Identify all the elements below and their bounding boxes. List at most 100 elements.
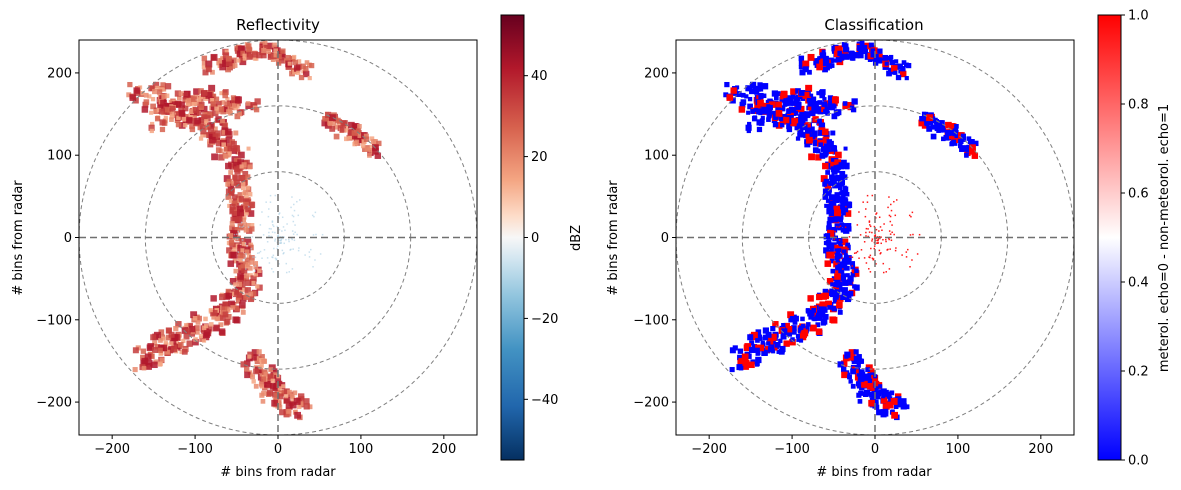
echo-cell <box>237 45 245 53</box>
clutter-cell <box>268 208 270 210</box>
clutter-cell <box>872 259 874 261</box>
clutter-cell <box>272 225 275 228</box>
clutter-cell <box>868 256 870 258</box>
echo-cell <box>247 210 255 217</box>
echo-cell <box>227 145 234 153</box>
clutter-cell <box>247 226 250 228</box>
echo-cell <box>194 325 200 331</box>
clutter-cell <box>294 224 296 226</box>
echo-cell <box>848 349 856 357</box>
echo-cell <box>248 201 256 209</box>
clutter-cell <box>877 238 879 240</box>
echo-cell <box>826 63 833 69</box>
echo-cell <box>285 402 293 410</box>
echo-cell <box>841 360 848 367</box>
echo-cell <box>779 114 786 120</box>
clutter-cell <box>878 216 881 219</box>
echo-cell <box>191 96 197 103</box>
clutter-cell <box>314 259 316 261</box>
echo-cell <box>954 136 962 144</box>
clutter-cell <box>909 234 912 236</box>
echo-cell <box>270 368 278 376</box>
echo-cell <box>822 97 827 102</box>
echo-cell <box>286 408 292 414</box>
echo-cell <box>812 108 818 114</box>
echo-cell <box>152 89 158 95</box>
echo-cell <box>772 121 779 128</box>
echo-cell <box>874 404 880 410</box>
echo-cell <box>164 83 172 90</box>
echo-cell <box>148 124 155 131</box>
echo-cell <box>855 381 861 387</box>
echo-cell <box>276 53 282 60</box>
clutter-cell <box>277 234 280 236</box>
echo-cell <box>340 120 347 127</box>
echo-cell <box>184 328 191 335</box>
reflectivity-x-axis-label: # bins from radar <box>220 465 336 480</box>
echo-cell <box>247 354 252 359</box>
clutter-cell <box>266 257 269 259</box>
echo-cell <box>331 121 337 126</box>
echo-cell <box>735 85 740 90</box>
echo-cell <box>766 337 774 345</box>
echo-cell <box>829 288 836 295</box>
echo-cell <box>778 348 785 355</box>
y-tick-label: 200 <box>47 66 72 81</box>
echo-cell <box>850 368 857 375</box>
echo-cell <box>260 52 267 59</box>
echo-cell <box>840 201 846 208</box>
echo-cell <box>821 306 827 312</box>
echo-cell <box>218 322 224 328</box>
echo-cell <box>147 94 152 99</box>
echo-cell <box>815 106 822 113</box>
echo-cell <box>300 63 306 70</box>
echo-cell <box>243 294 249 301</box>
clutter-cell <box>858 211 860 213</box>
y-tick-label: −100 <box>36 313 72 328</box>
echo-cell <box>221 142 226 147</box>
echo-cell <box>930 133 937 140</box>
clutter-cell <box>841 242 844 245</box>
echo-cell <box>971 152 979 159</box>
clutter-cell <box>893 233 895 236</box>
echo-cell <box>228 240 235 246</box>
echo-cell <box>807 98 813 103</box>
clutter-cell <box>867 235 869 238</box>
echo-cell <box>192 106 199 113</box>
echo-cell <box>808 309 815 317</box>
echo-cell <box>374 152 382 159</box>
echo-cell <box>215 316 221 322</box>
clutter-cell <box>281 216 284 219</box>
echo-cell <box>901 60 907 65</box>
echo-cell <box>210 103 218 111</box>
clutter-cell <box>256 252 259 254</box>
echo-cell <box>782 101 788 107</box>
echo-cell <box>321 119 329 127</box>
echo-cell <box>839 56 845 61</box>
x-tick-label: 0 <box>871 442 879 457</box>
echo-cell <box>876 409 883 416</box>
clutter-cell <box>268 227 271 230</box>
clutter-cell <box>278 212 281 214</box>
echo-cell <box>160 99 167 107</box>
clutter-cell <box>873 247 876 250</box>
echo-cell <box>150 334 157 341</box>
clutter-cell <box>314 211 317 214</box>
echo-cell <box>752 85 757 91</box>
echo-cell <box>840 190 846 196</box>
echo-cell <box>181 348 188 355</box>
echo-cell <box>227 183 235 191</box>
clutter-cell <box>293 203 295 206</box>
echo-cell <box>861 44 868 51</box>
echo-cell <box>161 336 166 341</box>
echo-cell <box>145 362 152 370</box>
echo-cell <box>253 106 260 113</box>
clutter-cell <box>885 240 887 243</box>
echo-cell <box>747 96 753 102</box>
clutter-cell <box>291 230 294 232</box>
echo-cell <box>844 295 852 303</box>
echo-cell <box>840 366 847 373</box>
echo-cell <box>213 96 220 102</box>
echo-cell <box>751 344 758 350</box>
echo-cell <box>292 59 298 66</box>
